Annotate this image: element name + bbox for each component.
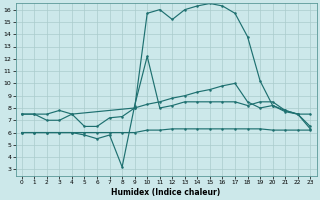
- X-axis label: Humidex (Indice chaleur): Humidex (Indice chaleur): [111, 188, 221, 197]
